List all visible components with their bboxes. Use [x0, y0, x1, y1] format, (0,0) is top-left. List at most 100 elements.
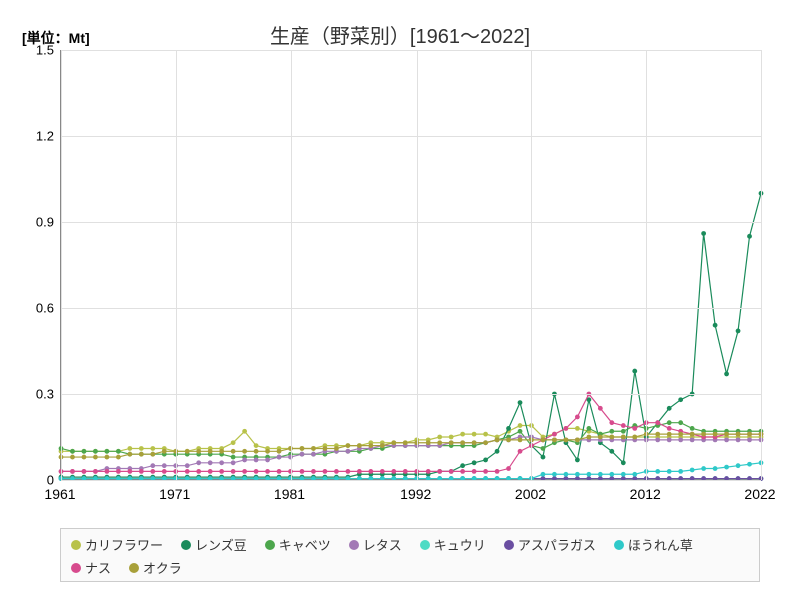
series-marker: [357, 443, 362, 448]
series-marker: [231, 460, 236, 465]
legend-swatch: [420, 540, 430, 550]
series-marker: [701, 466, 706, 471]
series-marker: [127, 452, 132, 457]
series-marker: [736, 463, 741, 468]
series-marker: [323, 446, 328, 451]
chart-svg: [61, 50, 761, 480]
gridline-h: [61, 222, 761, 223]
series-marker: [437, 469, 442, 474]
series-marker: [690, 432, 695, 437]
series-marker: [483, 432, 488, 437]
series-marker: [254, 458, 259, 463]
series-marker: [621, 423, 626, 428]
series-marker: [552, 437, 557, 442]
series-marker: [231, 455, 236, 460]
legend-swatch: [349, 540, 359, 550]
series-marker: [219, 460, 224, 465]
series-marker: [93, 469, 98, 474]
series-marker: [196, 469, 201, 474]
legend-label: ナス: [85, 558, 111, 577]
legend-swatch: [614, 540, 624, 550]
series-marker: [575, 437, 580, 442]
series-marker: [254, 449, 259, 454]
series-marker: [747, 462, 752, 467]
series-marker: [667, 426, 672, 431]
series-marker: [609, 472, 614, 477]
series-marker: [678, 469, 683, 474]
series-marker: [724, 437, 729, 442]
series-marker: [93, 455, 98, 460]
series-marker: [231, 440, 236, 445]
gridline-v: [761, 50, 762, 480]
gridline-h: [61, 50, 761, 51]
series-marker: [701, 432, 706, 437]
series-marker: [116, 449, 121, 454]
series-marker: [736, 329, 741, 334]
series-marker: [506, 466, 511, 471]
series-marker: [196, 460, 201, 465]
series-marker: [564, 472, 569, 477]
series-marker: [139, 469, 144, 474]
series-marker: [150, 463, 155, 468]
series-marker: [334, 469, 339, 474]
legend-item: ナス: [71, 558, 111, 577]
series-marker: [678, 437, 683, 442]
series-marker: [495, 449, 500, 454]
series-marker: [736, 437, 741, 442]
series-marker: [208, 469, 213, 474]
series-marker: [713, 432, 718, 437]
legend-label: キュウリ: [434, 535, 486, 554]
xtick-label: 1971: [159, 486, 190, 502]
series-marker: [518, 423, 523, 428]
series-marker: [724, 372, 729, 377]
series-marker: [518, 429, 523, 434]
series-marker: [541, 437, 546, 442]
series-marker: [70, 469, 75, 474]
series-marker: [196, 449, 201, 454]
series-marker: [208, 449, 213, 454]
plot-area: [60, 50, 760, 480]
legend-item: アスパラガス: [504, 535, 596, 554]
legend-item: キャベツ: [265, 535, 331, 554]
series-marker: [82, 469, 87, 474]
series-marker: [678, 432, 683, 437]
series-marker: [185, 469, 190, 474]
series-marker: [242, 458, 247, 463]
legend-swatch: [265, 540, 275, 550]
series-marker: [724, 432, 729, 437]
ytick-label: 0.9: [14, 215, 54, 230]
series-marker: [162, 449, 167, 454]
series-marker: [449, 435, 454, 440]
gridline-h: [61, 136, 761, 137]
series-marker: [254, 469, 259, 474]
series-marker: [162, 469, 167, 474]
series-marker: [391, 440, 396, 445]
series-marker: [667, 406, 672, 411]
legend-item: レタス: [349, 535, 402, 554]
series-marker: [483, 469, 488, 474]
gridline-v: [291, 50, 292, 480]
series-marker: [586, 426, 591, 431]
series-marker: [277, 469, 282, 474]
series-marker: [403, 440, 408, 445]
series-marker: [598, 406, 603, 411]
series-marker: [483, 458, 488, 463]
legend-swatch: [181, 540, 191, 550]
series-marker: [242, 449, 247, 454]
series-marker: [564, 426, 569, 431]
series-marker: [690, 437, 695, 442]
series-marker: [82, 449, 87, 454]
legend-label: レタス: [363, 535, 402, 554]
series-marker: [242, 429, 247, 434]
series-marker: [655, 437, 660, 442]
legend-swatch: [129, 563, 139, 573]
series-marker: [345, 449, 350, 454]
series-marker: [736, 432, 741, 437]
series-marker: [598, 472, 603, 477]
series-marker: [368, 469, 373, 474]
series-marker: [334, 446, 339, 451]
series-marker: [690, 426, 695, 431]
series-marker: [311, 446, 316, 451]
series-marker: [747, 437, 752, 442]
series-marker: [472, 440, 477, 445]
